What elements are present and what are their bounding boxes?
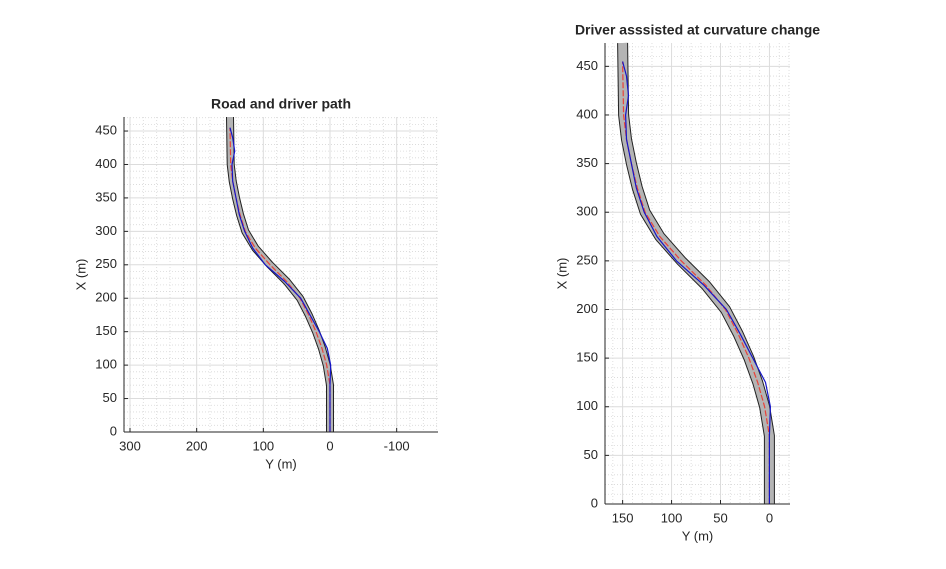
driver-path (229, 127, 332, 432)
chart-title: Driver asssisted at curvature change (575, 22, 820, 38)
x-axis-label: Y (m) (682, 528, 714, 543)
y-tick-label: 200 (95, 290, 117, 305)
y-tick-label: 100 (576, 398, 598, 413)
y-tick-label: 250 (95, 256, 117, 271)
y-tick-label: 300 (576, 204, 598, 219)
y-axis-label: X (m) (554, 258, 569, 290)
y-tick-label: 0 (591, 495, 598, 510)
y-axis-label: X (m) (73, 259, 88, 291)
x-tick-label: 50 (713, 510, 727, 525)
y-tick-label: 300 (95, 223, 117, 238)
x-tick-label: 100 (661, 510, 683, 525)
y-tick-label: 150 (95, 323, 117, 338)
x-axis-label: Y (m) (265, 456, 297, 471)
y-tick-label: 50 (103, 390, 117, 405)
x-tick-label: 200 (186, 438, 208, 453)
y-tick-label: 250 (576, 252, 598, 267)
y-tick-label: 0 (110, 423, 117, 438)
y-tick-label: 200 (576, 301, 598, 316)
x-tick-label: 100 (252, 438, 274, 453)
y-tick-label: 150 (576, 350, 598, 365)
x-tick-label: 0 (326, 438, 333, 453)
y-tick-label: 450 (576, 58, 598, 73)
driver-path (622, 61, 771, 504)
x-tick-label: 300 (119, 438, 141, 453)
x-tick-label: -100 (384, 438, 410, 453)
y-tick-label: 400 (576, 106, 598, 121)
chart-title: Road and driver path (211, 96, 351, 112)
y-tick-label: 350 (95, 189, 117, 204)
x-tick-label: 0 (766, 510, 773, 525)
y-tick-label: 50 (584, 447, 598, 462)
y-tick-label: 400 (95, 156, 117, 171)
y-tick-label: 450 (95, 122, 117, 137)
y-tick-label: 350 (576, 155, 598, 170)
x-tick-label: 150 (612, 510, 634, 525)
y-tick-label: 100 (95, 357, 117, 372)
